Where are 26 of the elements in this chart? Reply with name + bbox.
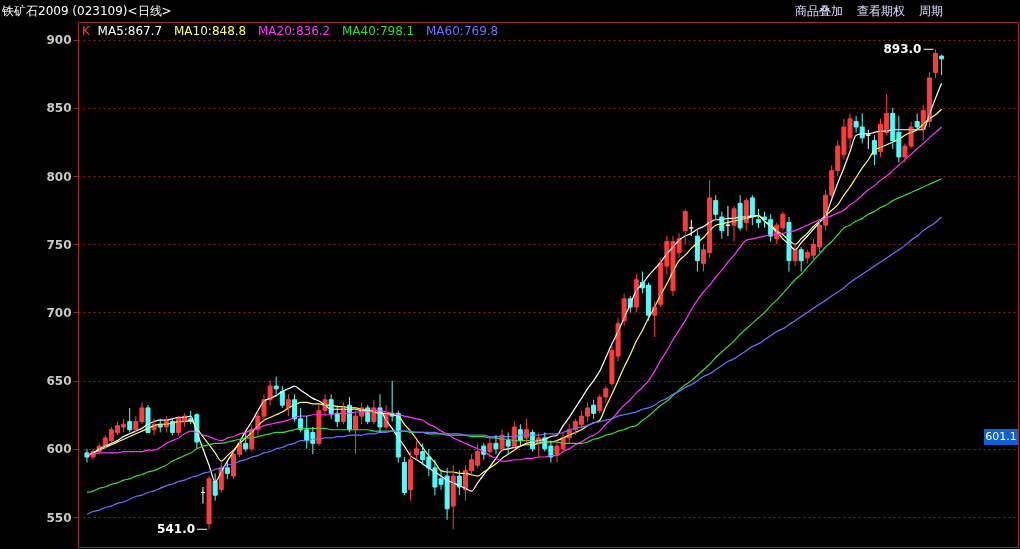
text: MA20:836.2 [258, 24, 331, 38]
y-tick-label: 550 [46, 510, 72, 525]
text: MA60:769.8 [426, 24, 499, 38]
chart-title: 铁矿石2009 (023109)<日线> [1, 4, 172, 18]
y-tick-label: 850 [46, 101, 72, 116]
y-tick-label: 700 [46, 305, 72, 320]
annotation: 541.0 [157, 522, 196, 537]
line-series [86, 178, 943, 494]
text: 商品叠加 [795, 4, 843, 18]
candlestick [505, 431, 511, 455]
y-tick-label: 900 [46, 33, 72, 48]
y-tick-label: 600 [46, 442, 72, 457]
text: 周期 [919, 4, 943, 18]
y-tick-label: 650 [46, 374, 72, 389]
text: MA10:848.8 [174, 24, 247, 38]
candlestick [414, 440, 420, 461]
text: 601.1 [985, 430, 1017, 443]
y-tick-label: 750 [46, 237, 72, 252]
text: MA40:798.1 [342, 24, 415, 38]
annotation: 893.0 [883, 42, 922, 57]
y-tick-label: 800 [46, 169, 72, 184]
text: 查看期权 [857, 4, 905, 18]
line-series [86, 216, 943, 515]
text: MA5:867.7 [97, 24, 163, 38]
candlestick [224, 461, 230, 480]
text: K [82, 24, 91, 38]
